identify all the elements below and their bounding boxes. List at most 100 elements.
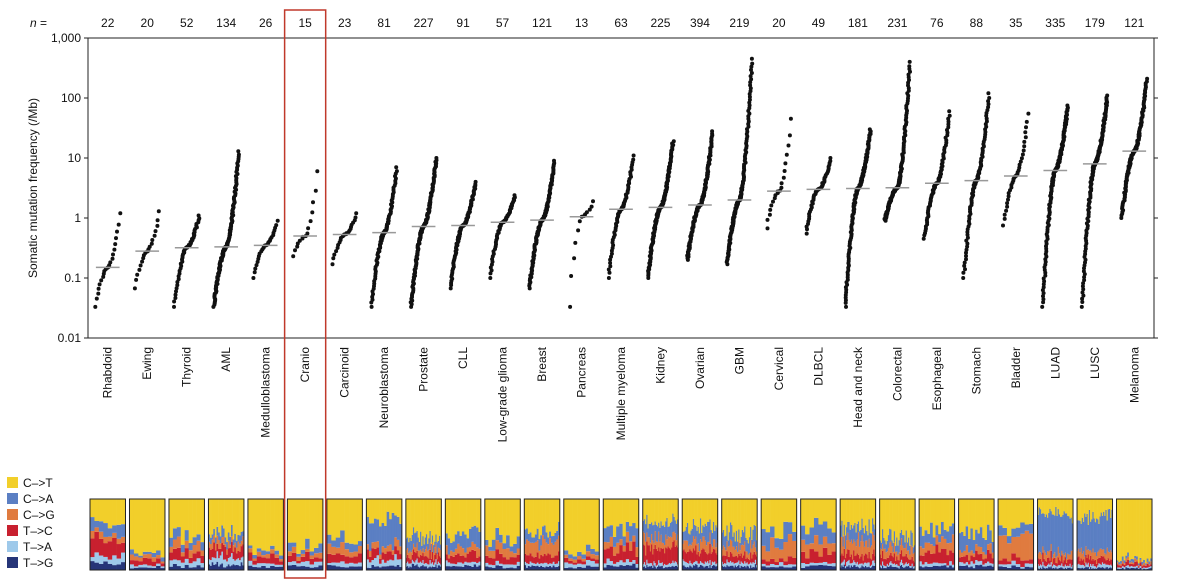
spectrum-bar	[133, 567, 139, 570]
spectrum-bar	[427, 550, 429, 558]
spectrum-bar	[1062, 566, 1064, 569]
spectrum-bar	[408, 542, 410, 553]
spectrum-bar	[847, 566, 849, 570]
spectrum-bar	[866, 540, 868, 555]
data-point	[394, 165, 399, 170]
spectrum-bar	[112, 538, 117, 556]
spectrum-bar	[423, 499, 426, 545]
spectrum-bar	[1064, 557, 1067, 565]
spectrum-bar	[896, 499, 898, 538]
spectrum-bar	[867, 547, 869, 559]
spectrum-bar	[384, 553, 387, 563]
spectrum-bar	[968, 567, 971, 570]
spectrum-bar	[655, 524, 658, 542]
data-point	[134, 277, 139, 282]
spectrum-bar	[417, 562, 420, 567]
spectrum-bar	[864, 562, 867, 566]
spectrum-bar	[744, 499, 746, 527]
spectrum-bar	[645, 541, 647, 556]
spectrum-bar	[1082, 551, 1085, 560]
spectrum-bar	[701, 550, 703, 563]
spectrum-bar	[603, 567, 607, 570]
spectrum-bar	[534, 556, 538, 564]
spectrum-bar	[1049, 567, 1051, 570]
spectrum-bar	[648, 523, 651, 538]
spectrum-bar	[438, 499, 441, 536]
spectrum-bar	[581, 558, 587, 562]
spectrum-bar	[910, 559, 912, 566]
category-label: LUSC	[1088, 347, 1102, 379]
spectrum-bar	[683, 531, 685, 541]
spectrum-bar	[622, 545, 627, 552]
data-point	[985, 108, 990, 113]
spectrum-bar	[752, 554, 754, 563]
spectrum-bar	[692, 499, 695, 519]
spectrum-bar	[464, 561, 467, 565]
spectrum-bar	[818, 524, 824, 545]
spectrum-bar	[107, 499, 113, 529]
spectrum-bar	[715, 566, 717, 570]
spectrum-bar	[892, 567, 895, 570]
spectrum-bar	[552, 536, 555, 545]
spectrum-bar	[709, 519, 711, 533]
spectrum-bar	[932, 562, 936, 566]
spectrum-bar	[619, 545, 623, 561]
spectrum-bar	[905, 553, 908, 563]
spectrum-bar	[476, 562, 479, 567]
spectrum-bar	[671, 499, 673, 522]
spectrum-bar	[778, 499, 784, 539]
spectrum-bar	[1100, 548, 1103, 556]
spectrum-bar	[705, 525, 708, 546]
spectrum-bar	[1069, 563, 1071, 568]
spectrum-bar	[1065, 566, 1068, 569]
spectrum-bar	[305, 551, 310, 562]
spectrum-bar	[412, 561, 415, 564]
spectrum-bar	[509, 499, 514, 547]
data-point	[747, 94, 752, 99]
spectrum-bar	[545, 566, 548, 570]
spectrum-bar	[729, 522, 732, 540]
spectrum-bar	[739, 499, 741, 543]
spectrum-bar	[1078, 556, 1080, 564]
spectrum-bar	[660, 499, 662, 522]
spectrum-bar	[946, 565, 950, 568]
spectrum-bar	[538, 499, 541, 540]
spectrum-bar	[1079, 564, 1081, 569]
spectrum-bar	[581, 499, 587, 555]
spectrum-bar	[261, 565, 266, 570]
spectrum-bar	[848, 499, 850, 522]
spectrum-bar	[335, 537, 341, 548]
spectrum-bar	[429, 566, 431, 570]
spectrum-bar	[1051, 566, 1054, 569]
spectrum-bar	[300, 499, 306, 551]
spectrum-bar	[732, 562, 734, 566]
spectrum-bar	[184, 530, 189, 541]
spectrum-bar	[1084, 566, 1086, 568]
spectrum-bar	[1049, 550, 1051, 561]
spectrum-bar	[192, 537, 197, 546]
spectrum-bar	[1051, 514, 1054, 558]
data-point	[1024, 119, 1029, 124]
spectrum-bar	[872, 518, 874, 532]
spectrum-bar	[729, 565, 732, 570]
spectrum-bar	[1045, 555, 1048, 562]
spectrum-bar	[237, 534, 240, 542]
spectrum-bar	[979, 527, 983, 548]
spectrum-bar	[856, 539, 859, 554]
spectrum-bar	[499, 563, 503, 566]
spectrum-bar	[603, 563, 607, 568]
spectrum-bar	[710, 530, 713, 545]
data-point	[101, 274, 106, 279]
spectrum-bar	[972, 557, 976, 564]
spectrum-bar	[509, 551, 514, 558]
spectrum-bar	[430, 543, 433, 552]
spectrum-bar	[435, 553, 437, 560]
spectrum-bar	[848, 550, 850, 560]
spectrum-bar	[882, 543, 884, 551]
spectrum-bar	[1048, 513, 1050, 552]
spectrum-bar	[1105, 554, 1107, 561]
spectrum-bar	[138, 567, 144, 570]
spectrum-bar	[880, 542, 883, 550]
spectrum-bar	[422, 559, 424, 565]
data-point	[965, 232, 970, 237]
